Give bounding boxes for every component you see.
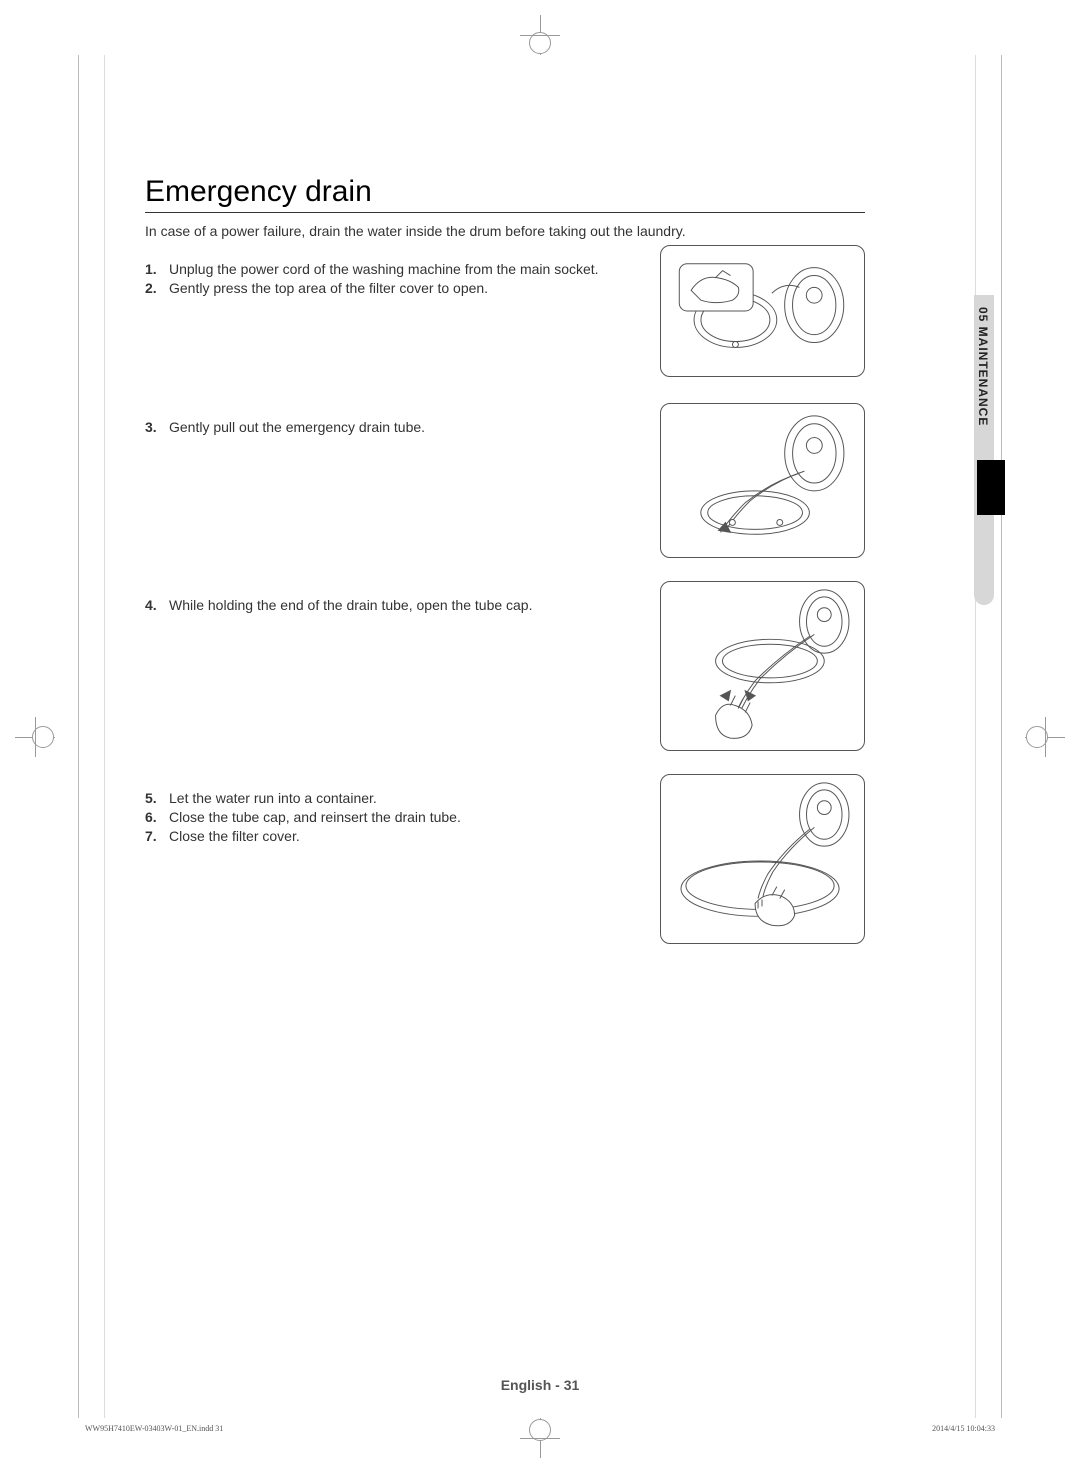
step-block-2: 3.Gently pull out the emergency drain tu… (145, 403, 865, 563)
list-item: 4.While holding the end of the drain tub… (145, 597, 644, 613)
step-list: 5.Let the water run into a container. 6.… (145, 790, 644, 844)
step-block-1: 1.Unplug the power cord of the washing m… (145, 245, 865, 385)
diagram-drain-water (660, 774, 865, 944)
list-item: 2.Gently press the top area of the filte… (145, 280, 644, 296)
intro-text: In case of a power failure, drain the wa… (145, 223, 865, 239)
crop-mark-bottom (520, 1418, 560, 1458)
diagram-open-cap (660, 581, 865, 751)
crop-mark-top (520, 15, 560, 55)
section-tab: 05 MAINTENANCE (972, 295, 1002, 625)
step-block-4: 5.Let the water run into a container. 6.… (145, 774, 865, 949)
list-item: 1.Unplug the power cord of the washing m… (145, 261, 644, 277)
page-footer: English - 31 (0, 1377, 1080, 1393)
step-list: 1.Unplug the power cord of the washing m… (145, 261, 644, 296)
diagram-open-cover (660, 245, 865, 377)
list-item: 3.Gently pull out the emergency drain tu… (145, 419, 644, 435)
list-item: 5.Let the water run into a container. (145, 790, 644, 806)
section-tab-label: 05 MAINTENANCE (976, 307, 990, 426)
diagram-pull-tube (660, 403, 865, 558)
crop-mark-right (1025, 717, 1065, 757)
footer-timestamp: 2014/4/15 10:04:33 (932, 1424, 995, 1433)
list-item: 6.Close the tube cap, and reinsert the d… (145, 809, 644, 825)
step-list: 4.While holding the end of the drain tub… (145, 597, 644, 613)
crop-mark-left (15, 717, 55, 757)
section-heading: Emergency drain (145, 175, 865, 213)
page-content: Emergency drain In case of a power failu… (145, 175, 865, 967)
list-item: 7.Close the filter cover. (145, 828, 644, 844)
footer-filename: WW95H7410EW-03403W-01_EN.indd 31 (85, 1424, 223, 1433)
step-block-3: 4.While holding the end of the drain tub… (145, 581, 865, 756)
step-list: 3.Gently pull out the emergency drain tu… (145, 419, 644, 435)
